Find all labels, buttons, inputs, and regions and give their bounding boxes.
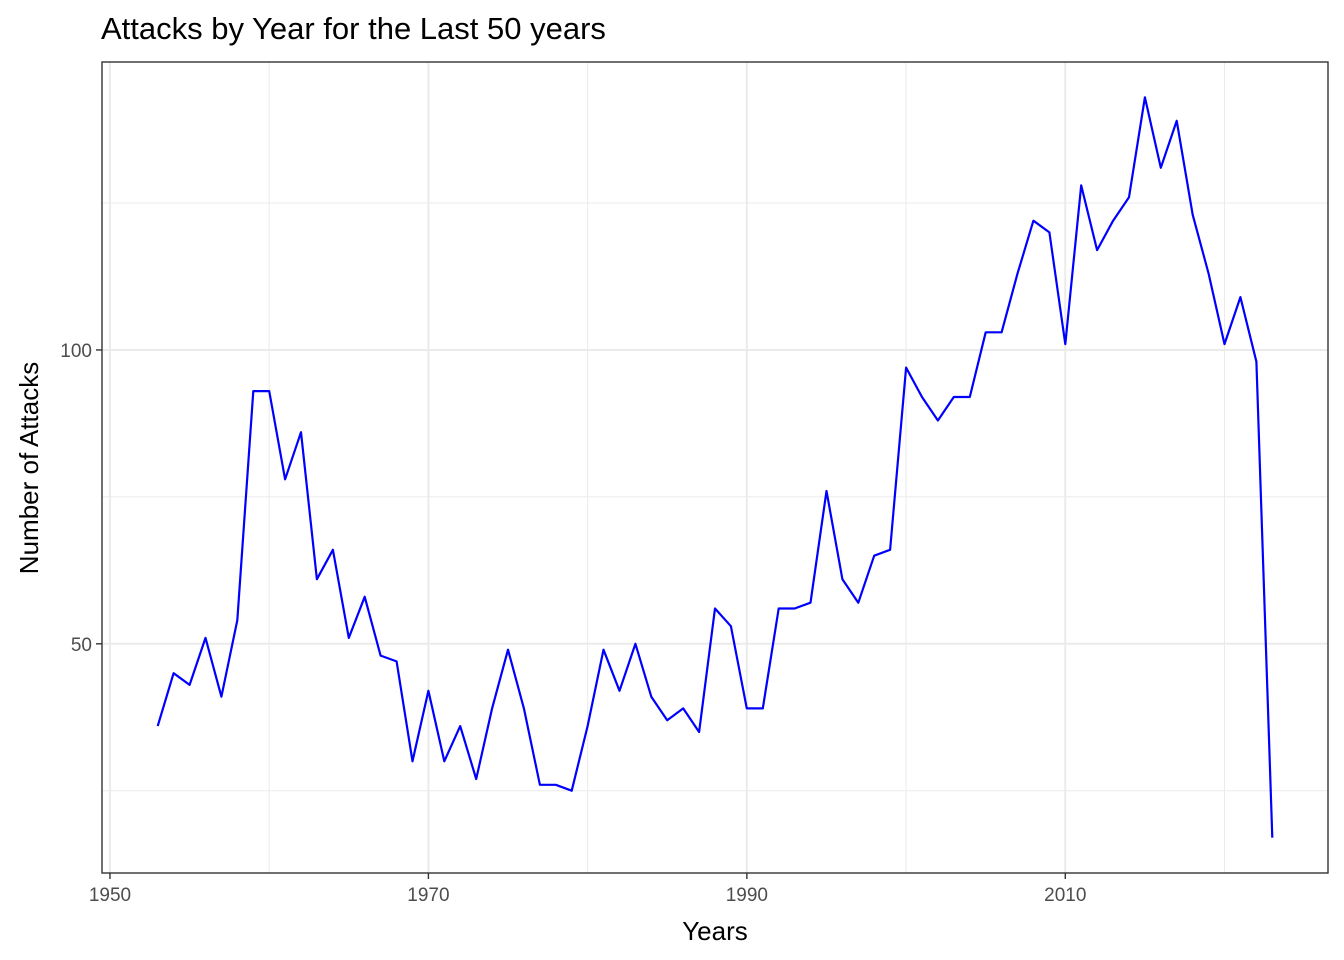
x-tick-label: 1950 <box>89 885 131 906</box>
y-tick-label: 100 <box>60 341 92 362</box>
chart-title: Attacks by Year for the Last 50 years <box>101 11 606 46</box>
panel-border <box>101 61 1329 874</box>
y-tick-label: 50 <box>71 635 92 656</box>
x-axis-title: Years <box>682 916 748 946</box>
x-tick-label: 1970 <box>407 885 449 906</box>
y-axis-title: Number of Attacks <box>14 362 44 574</box>
x-tick-label: 2010 <box>1044 885 1086 906</box>
series-line <box>156 96 1274 838</box>
x-tick-label: 1990 <box>726 885 768 906</box>
plot-area: 1950 1970 1990 2010 50 100 <box>60 61 1329 906</box>
